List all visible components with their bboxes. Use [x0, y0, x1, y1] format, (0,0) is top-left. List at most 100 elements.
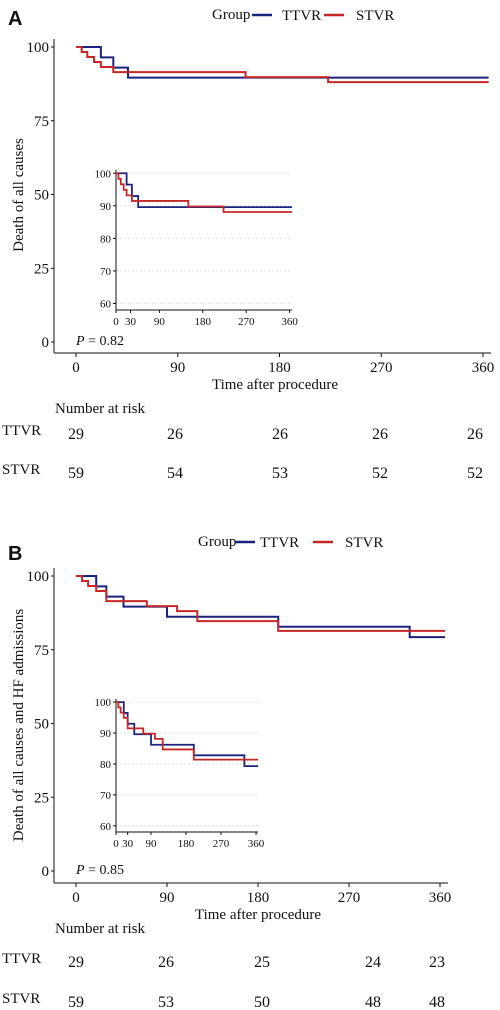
risk-cell: 48 — [429, 994, 445, 1010]
inset-x-tick-label: 180 — [178, 838, 195, 850]
inset-x-tick-label: 0 — [113, 838, 119, 850]
x-tick-label: 360 — [472, 360, 495, 376]
risk-cell: 53 — [272, 465, 288, 482]
risk-cell: 23 — [429, 954, 445, 971]
inset-x-tick-label: 90 — [146, 838, 158, 850]
inset-x-tick-label: 360 — [248, 838, 265, 850]
inset-background — [116, 699, 258, 832]
legend: Group TTVR STVR — [198, 534, 383, 551]
y-tick-label: 100 — [27, 40, 50, 56]
y-axis-label: Death of all causes — [11, 138, 27, 252]
risk-table-title: Number at risk — [55, 921, 145, 937]
x-tick-label: 360 — [429, 890, 452, 906]
risk-table: Number at risk TTVR 29 26 25 24 23 STVR 59 53 50 48… — [2, 921, 445, 1010]
risk-cell: 29 — [68, 954, 84, 971]
risk-row-label: TTVR — [2, 423, 41, 439]
legend-title: Group — [212, 7, 250, 23]
y-tick-label: 50 — [34, 717, 49, 733]
inset-y-tick-label: 80 — [100, 233, 112, 245]
inset-x-tick-label: 30 — [122, 838, 134, 850]
p-value: P = 0.85 — [75, 863, 124, 878]
x-tick-label: 90 — [160, 890, 175, 906]
legend: Group TTVR STVR — [212, 7, 394, 24]
inset-y-tick-label: 70 — [100, 266, 112, 278]
y-tick-label: 25 — [34, 790, 49, 806]
y-tick-label: 25 — [34, 261, 49, 277]
inset-y-tick-label: 70 — [100, 790, 112, 802]
risk-cell: 54 — [167, 465, 183, 482]
inset-y-tick-label: 80 — [100, 759, 112, 771]
risk-cell: 52 — [372, 465, 388, 482]
panel-label: A — [8, 8, 22, 30]
y-tick-label: 0 — [42, 864, 50, 880]
x-tick-label: 270 — [338, 890, 361, 906]
legend-label: TTVR — [282, 8, 321, 24]
risk-cell: 26 — [167, 426, 183, 443]
inset-series-stvr-line — [116, 701, 258, 761]
inset-x-tick-label: 180 — [195, 316, 212, 328]
risk-cell: 29 — [68, 426, 84, 443]
x-axis-label: Time after procedure — [212, 377, 338, 393]
inset-y-tick-label: 90 — [100, 728, 112, 740]
panel-a: A Group TTVR STVR 0 25 50 75 100 0 90 180 270 360 Time… — [2, 7, 494, 482]
risk-cell: 26 — [158, 954, 174, 971]
legend-label: STVR — [356, 8, 394, 24]
inset-series-ttvr-line — [116, 172, 292, 209]
inset-y-tick-label: 60 — [100, 821, 112, 833]
legend-title: Group — [198, 534, 236, 550]
series-stvr-line — [76, 575, 446, 632]
series-ttvr-line — [76, 46, 489, 79]
series-stvr-line — [76, 46, 489, 84]
risk-cell: 50 — [254, 994, 270, 1010]
risk-cell: 52 — [467, 465, 483, 482]
risk-cell: 59 — [68, 465, 84, 482]
p-value: P = 0.82 — [75, 334, 124, 349]
inset-x-tick-label: 270 — [213, 838, 230, 850]
risk-cell: 26 — [467, 426, 483, 443]
x-tick-label: 180 — [247, 890, 270, 906]
legend-label: STVR — [345, 535, 383, 551]
risk-cell: 26 — [372, 426, 388, 443]
panel-label: B — [8, 543, 22, 565]
p-value-label: P — [75, 334, 85, 349]
x-axis-label: Time after procedure — [195, 907, 321, 923]
risk-cell: 53 — [158, 994, 174, 1010]
x-tick-label: 180 — [268, 360, 291, 376]
y-axis-label: Death of all causes and HF admissions — [11, 609, 27, 842]
p-value-number: = 0.85 — [85, 863, 124, 878]
inset-y-tick-label: 100 — [95, 697, 112, 709]
inset-y-tick-label: 100 — [95, 168, 112, 180]
risk-cell: 48 — [365, 994, 381, 1010]
inset-x-tick-label: 0 — [113, 316, 119, 328]
inset-series-stvr-line — [116, 172, 292, 213]
p-value-number: = 0.82 — [85, 334, 124, 349]
inset-x-tick-label: 360 — [281, 316, 298, 328]
y-tick-label: 75 — [34, 114, 49, 130]
risk-cell: 26 — [272, 426, 288, 443]
x-tick-label: 0 — [72, 360, 80, 376]
x-tick-label: 0 — [72, 890, 80, 906]
inset-x-tick-label: 90 — [154, 316, 166, 328]
risk-row-label: TTVR — [2, 951, 41, 967]
risk-table-title: Number at risk — [55, 401, 145, 417]
y-tick-label: 100 — [27, 569, 50, 585]
y-tick-label: 0 — [42, 335, 50, 351]
inset-plot: 60 70 80 90 100 0 30 90 180 270 360 — [95, 697, 265, 850]
risk-cell: 59 — [68, 994, 84, 1010]
risk-row-label: STVR — [2, 991, 40, 1007]
y-tick-label: 50 — [34, 188, 49, 204]
x-tick-label: 90 — [170, 360, 185, 376]
risk-cell: 24 — [365, 954, 381, 971]
inset-background — [116, 170, 292, 310]
y-tick-label: 75 — [34, 643, 49, 659]
inset-y-tick-label: 60 — [100, 298, 112, 310]
risk-table: Number at risk TTVR 29 26 26 26 26 STVR 59 54 53 52… — [2, 401, 483, 482]
series-ttvr-line — [76, 575, 446, 639]
risk-row-label: STVR — [2, 462, 40, 478]
risk-cell: 25 — [254, 954, 270, 971]
panel-b: B Group TTVR STVR 0 25 50 75 100 0 90 180 270 360 Time… — [2, 534, 451, 1010]
inset-x-tick-label: 270 — [238, 316, 255, 328]
p-value-label: P — [75, 863, 85, 878]
